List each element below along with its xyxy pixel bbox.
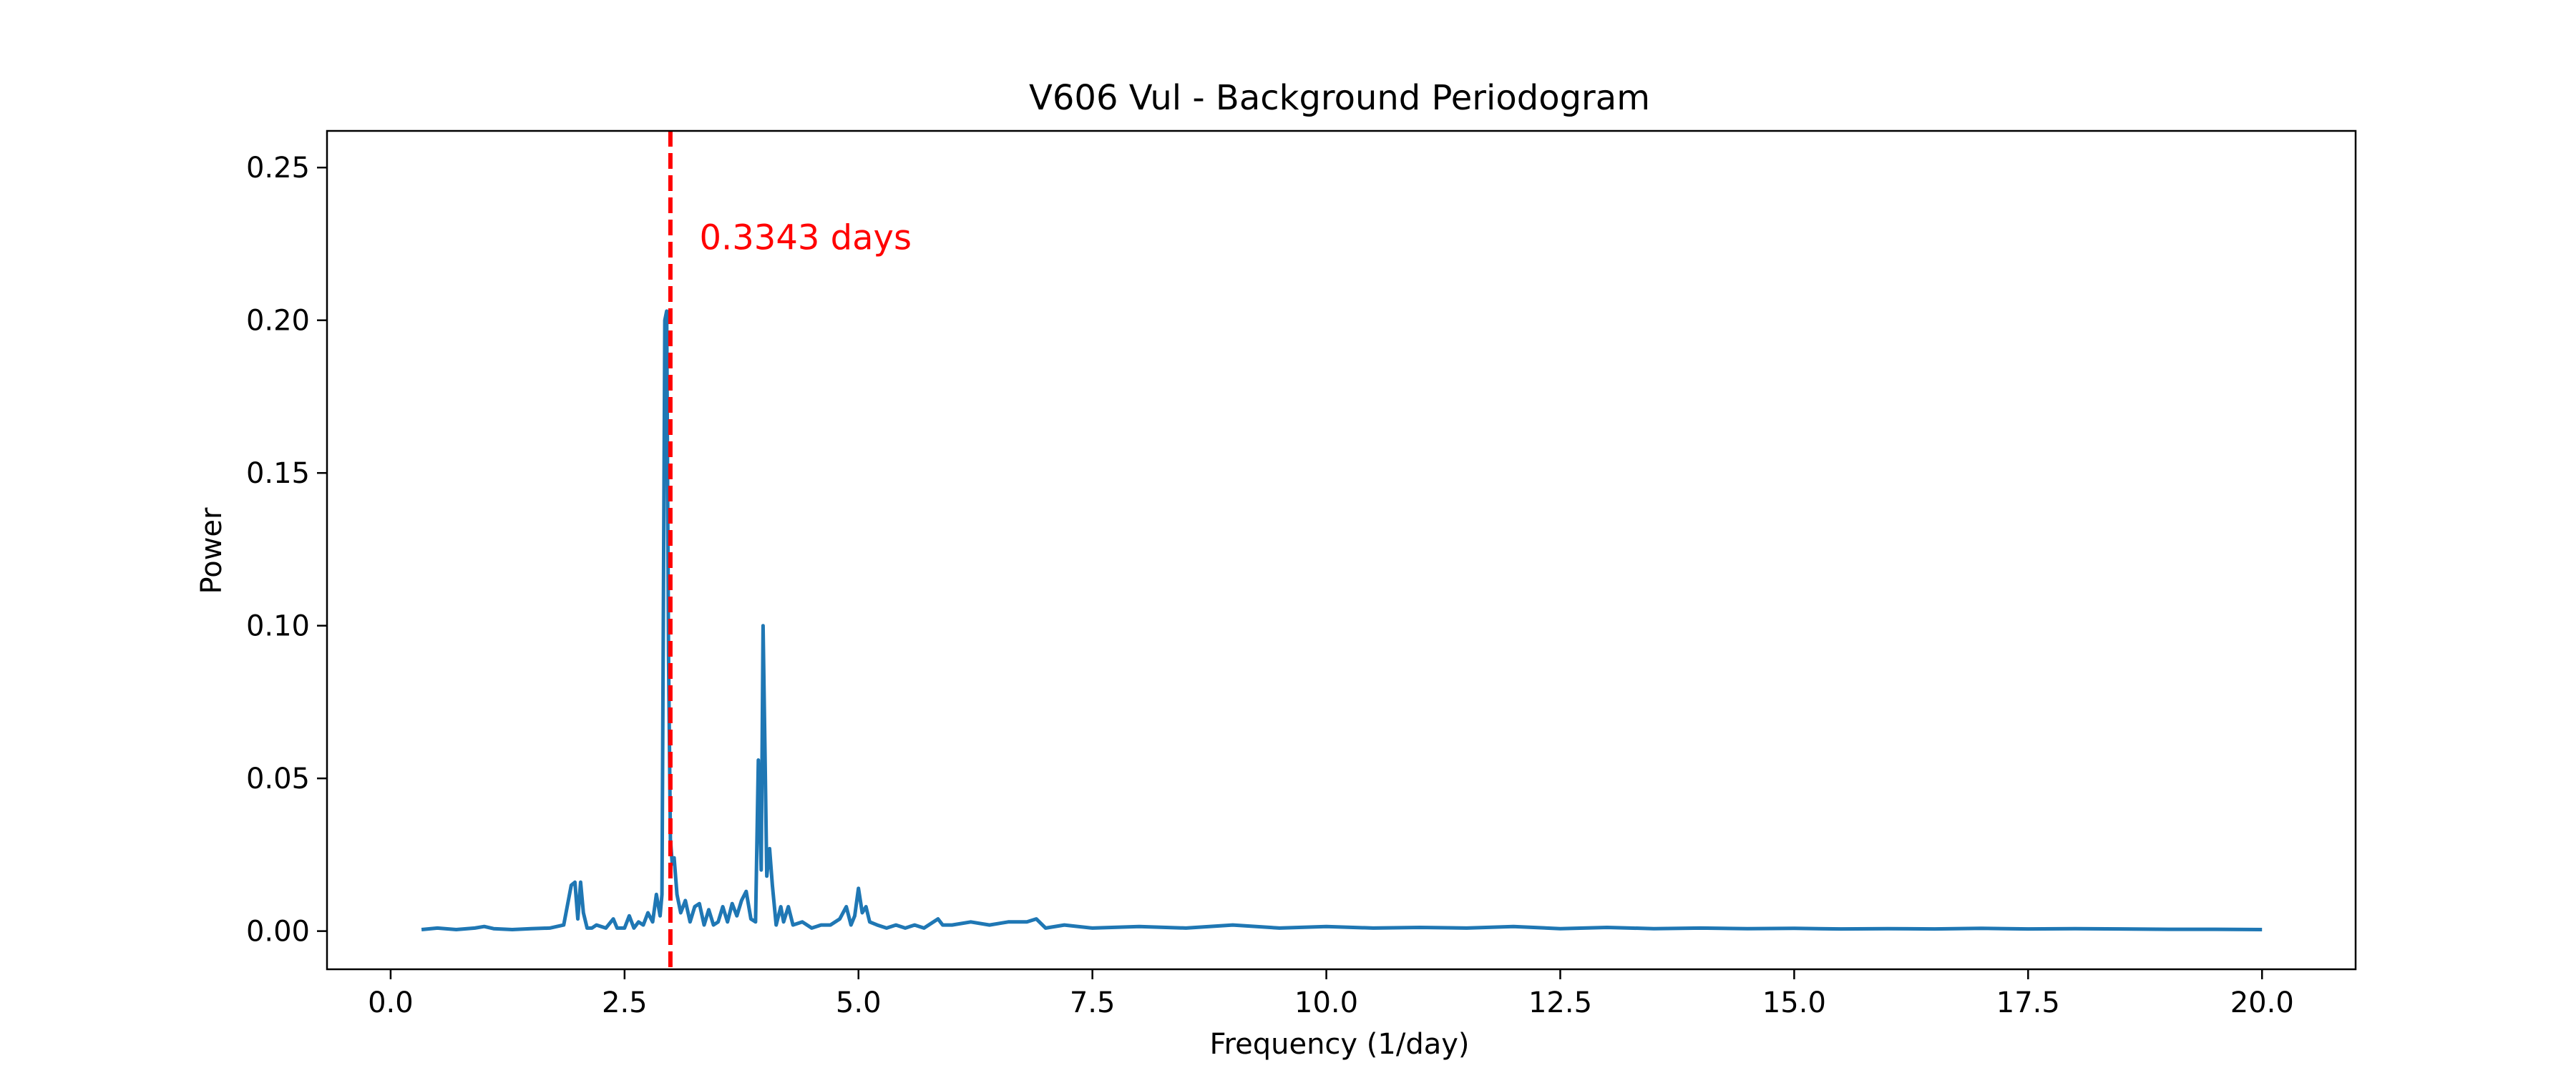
x-axis-label: Frequency (1/day) bbox=[1209, 1028, 1469, 1061]
series-line-0 bbox=[421, 309, 2263, 931]
y-tick-label: 0.25 bbox=[246, 152, 310, 185]
x-tick-label: 0.0 bbox=[368, 986, 414, 1019]
y-axis-label: Power bbox=[195, 507, 228, 594]
y-tick-label: 0.15 bbox=[246, 457, 310, 490]
period-annotation: 0.3343 days bbox=[699, 217, 912, 258]
y-axis: 0.00 0.05 0.10 0.15 0.20 0.25 bbox=[246, 152, 327, 949]
y-tick-label: 0.05 bbox=[246, 763, 310, 795]
y-tick-label: 0.20 bbox=[246, 305, 310, 338]
x-tick-label: 17.5 bbox=[1996, 986, 2060, 1019]
x-tick-label: 2.5 bbox=[602, 986, 648, 1019]
y-tick-label: 0.00 bbox=[246, 916, 310, 949]
chart-title: V606 Vul - Background Periodogram bbox=[1029, 78, 1650, 118]
x-tick-label: 7.5 bbox=[1070, 986, 1116, 1019]
y-tick-label: 0.10 bbox=[246, 610, 310, 643]
plot-area bbox=[421, 131, 2263, 969]
x-tick-label: 5.0 bbox=[836, 986, 882, 1019]
axes-frame bbox=[326, 129, 2357, 971]
x-tick-label: 12.5 bbox=[1528, 986, 1592, 1019]
x-tick-label: 10.0 bbox=[1294, 986, 1358, 1019]
x-tick-label: 20.0 bbox=[2230, 986, 2294, 1019]
x-axis: 0.0 2.5 5.0 7.5 10.0 12.5 15.0 17.5 20.0 bbox=[368, 969, 2294, 1019]
x-tick-label: 15.0 bbox=[1762, 986, 1826, 1019]
